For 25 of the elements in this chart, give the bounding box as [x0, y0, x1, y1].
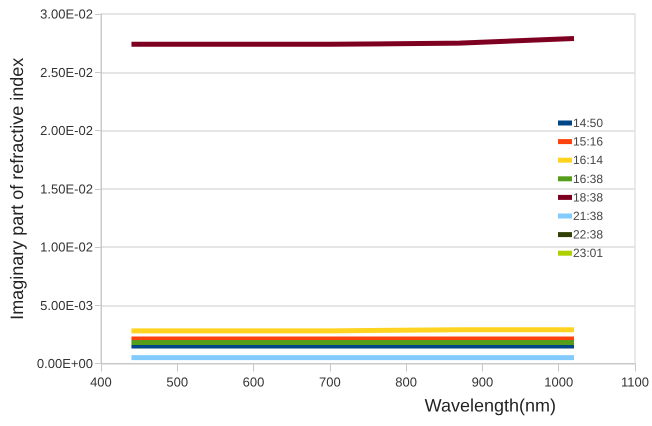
y-tick-label: 0.00E+00 — [36, 356, 93, 371]
legend-label: 23:01 — [573, 246, 604, 260]
x-tick-label: 700 — [318, 374, 341, 390]
x-tick-label: 1100 — [621, 374, 650, 390]
legend-label: 16:14 — [573, 153, 604, 168]
legend-label: 14:50 — [573, 116, 604, 130]
x-tick-label: 600 — [242, 374, 264, 390]
y-tick-label: 2.50E-02 — [40, 64, 93, 80]
y-tick-label: 1.00E-02 — [40, 240, 93, 254]
y-tick-label: 5.00E-03 — [40, 298, 93, 313]
x-tick-label: 500 — [166, 374, 188, 390]
y-tick-label: 1.50E-02 — [40, 181, 93, 196]
x-tick-label: 400 — [90, 374, 112, 390]
legend-label: 21:38 — [573, 209, 604, 223]
legend-label: 22:38 — [573, 228, 604, 242]
x-axis-title: Wavelength(nm) — [424, 396, 556, 416]
x-tick-label: 1000 — [544, 374, 574, 390]
y-tick-label: 2.00E-02 — [40, 123, 93, 138]
x-tick-label: 900 — [472, 374, 494, 390]
legend-label: 18:38 — [573, 190, 604, 204]
legend-label: 15:16 — [573, 134, 604, 149]
y-axis-title: Imaginary part of refractive index — [7, 58, 27, 320]
x-tick-label: 800 — [395, 374, 417, 390]
y-tick-label: 3.00E-02 — [40, 6, 93, 22]
legend-label: 16:38 — [573, 172, 604, 186]
